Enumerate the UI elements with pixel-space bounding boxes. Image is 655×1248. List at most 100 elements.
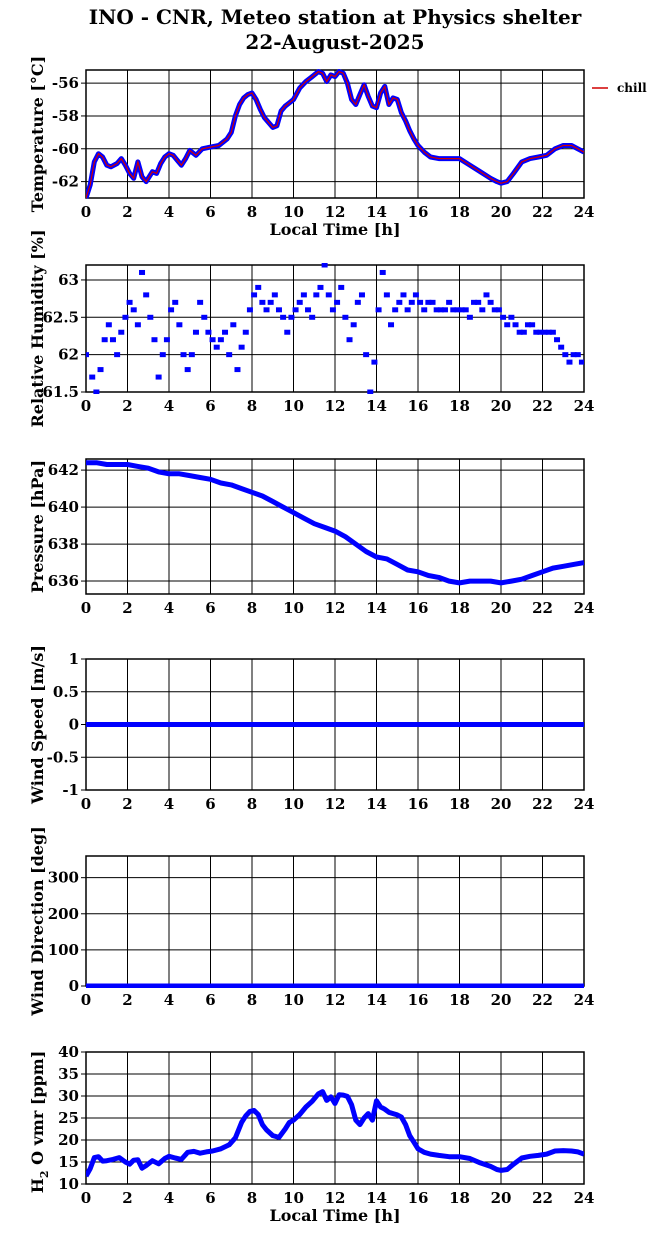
data-point [512, 322, 519, 328]
data-point [421, 307, 428, 313]
x-tick-label: 18 [449, 795, 470, 813]
data-point [354, 299, 361, 305]
data-point [537, 329, 544, 335]
data-point [275, 307, 282, 313]
x-tick-label: 2 [122, 397, 132, 415]
x-tick-label: 12 [325, 599, 346, 617]
x-tick-label: 6 [205, 599, 215, 617]
x-tick-label: 10 [283, 599, 304, 617]
x-tick-label: 12 [325, 397, 346, 415]
data-point [495, 307, 502, 313]
data-point [168, 307, 175, 313]
x-tick-label: 0 [81, 599, 91, 617]
y-tick-label: 0 [69, 977, 79, 995]
panel-temperature: 0 2 4 6 8 10 12 14 16 18 20 22 24-62-60-58-56Tempera… [28, 56, 647, 239]
y-axis-label: Relative Humidity [%] [28, 229, 47, 427]
x-tick-label: 4 [164, 991, 174, 1009]
data-point [334, 299, 341, 305]
data-point [147, 314, 154, 320]
y-tick-label: 62 [58, 346, 79, 364]
x-tick-label: 24 [574, 795, 595, 813]
data-point [400, 292, 407, 298]
data-point [192, 329, 199, 335]
y-tick-label: -60 [52, 140, 79, 158]
x-tick-label: 16 [408, 599, 429, 617]
data-point [346, 337, 353, 343]
data-point [93, 389, 100, 394]
x-tick-label: 14 [366, 599, 387, 617]
x-tick-label: 8 [247, 795, 257, 813]
x-tick-label: 4 [164, 1189, 174, 1207]
data-point [408, 299, 415, 305]
x-tick-label: 18 [449, 599, 470, 617]
y-axis-label-part: H [28, 1178, 47, 1193]
y-axis-label: Temperature [°C] [28, 56, 47, 212]
x-tick-label: 6 [205, 397, 215, 415]
x-tick-label: 20 [491, 599, 512, 617]
data-point [217, 337, 224, 343]
series-line-chill [86, 70, 584, 199]
data-point [529, 322, 536, 328]
x-tick-label: 24 [574, 599, 595, 617]
x-tick-label: 14 [366, 795, 387, 813]
x-tick-label: 8 [247, 991, 257, 1009]
x-tick-label: 12 [325, 1189, 346, 1207]
x-tick-label: 4 [164, 795, 174, 813]
y-axis-label: H2 O vmr [ppm] [28, 1051, 51, 1194]
data-point [396, 299, 403, 305]
data-point [358, 292, 365, 298]
data-point [267, 299, 274, 305]
data-point [479, 307, 486, 313]
data-group [86, 263, 584, 394]
x-tick-label: 12 [325, 203, 346, 221]
x-tick-label: 6 [205, 1189, 215, 1207]
plot-frame [85, 1051, 585, 1185]
data-point [101, 337, 108, 343]
data-point [566, 359, 573, 365]
panel-pressure: 0 2 4 6 8 10 12 14 16 18 20 22 24636638640642Pressur… [28, 458, 595, 617]
data-point [284, 329, 291, 335]
data-point [516, 329, 523, 335]
data-point [86, 352, 89, 358]
data-point [197, 299, 204, 305]
data-point [118, 329, 125, 335]
data-point [234, 367, 241, 373]
x-tick-label: 6 [205, 991, 215, 1009]
title-line-1: INO - CNR, Meteo station at Physics shel… [88, 5, 582, 29]
data-point [180, 352, 187, 358]
title-line-2: 22-August-2025 [245, 30, 425, 54]
data-point [300, 292, 307, 298]
x-tick-label: 22 [532, 1189, 553, 1207]
data-point [363, 352, 370, 358]
data-point [329, 307, 336, 313]
data-point [471, 299, 478, 305]
data-point [433, 307, 440, 313]
y-tick-label: -0.5 [47, 748, 79, 766]
data-point [321, 263, 328, 268]
x-tick-label: 2 [122, 795, 132, 813]
data-point [184, 367, 191, 373]
x-tick-label: 24 [574, 397, 595, 415]
x-tick-label: 20 [491, 795, 512, 813]
data-point [570, 352, 577, 358]
x-tick-label: 10 [283, 991, 304, 1009]
x-tick-label: 0 [81, 1189, 91, 1207]
series-line [86, 1089, 584, 1178]
data-point [437, 307, 444, 313]
data-point [114, 352, 121, 358]
y-tick-label: 640 [48, 498, 79, 516]
x-tick-label: 10 [283, 795, 304, 813]
data-point [425, 299, 432, 305]
x-tick-label: 18 [449, 203, 470, 221]
y-tick-label: 1 [69, 650, 79, 668]
x-tick-label: 22 [532, 397, 553, 415]
y-tick-label: 200 [48, 905, 79, 923]
x-tick-label: 16 [408, 397, 429, 415]
y-tick-label: 0.5 [53, 683, 79, 701]
data-point [350, 322, 357, 328]
data-point [188, 352, 195, 358]
x-tick-label: 18 [449, 1189, 470, 1207]
y-axis-label-subscript: 2 [38, 1170, 51, 1178]
data-point [130, 307, 137, 313]
